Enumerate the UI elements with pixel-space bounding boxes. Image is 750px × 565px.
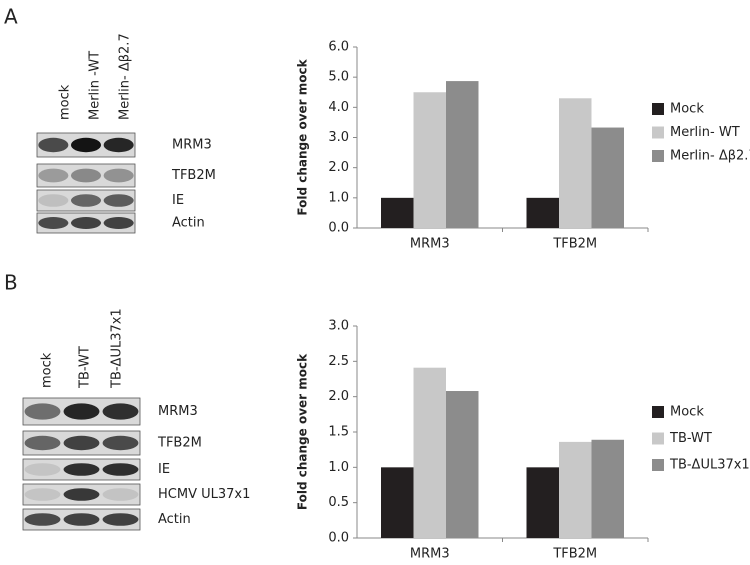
bar [381, 467, 414, 538]
blot-band [102, 463, 139, 476]
lane-label: mock [40, 352, 55, 388]
bar [591, 439, 624, 538]
row-label: Actin [172, 216, 205, 231]
blot-band [63, 463, 100, 476]
bar [413, 92, 446, 228]
y-tick-label: 4.0 [328, 100, 349, 115]
lane-label: Merlin -WT [88, 51, 103, 120]
y-tick-label: 1.0 [328, 460, 349, 475]
y-axis-label: Fold change over mock [296, 58, 310, 215]
blot-band [103, 168, 134, 183]
bar [526, 467, 559, 538]
y-tick-label: 3.0 [328, 130, 349, 145]
y-tick-label: 5.0 [328, 70, 349, 85]
row-label: MRM3 [158, 404, 198, 419]
blot-band [24, 403, 61, 420]
y-tick-label: 2.0 [328, 389, 349, 404]
blot-band [102, 513, 139, 526]
blot-band [70, 137, 102, 153]
blot-band [24, 435, 61, 451]
legend-label: Merlin- WT [670, 125, 740, 140]
legend-swatch [652, 406, 664, 418]
bar [381, 197, 414, 228]
legend-swatch [652, 432, 664, 445]
legend-label: Mock [670, 405, 704, 420]
row-label: TFB2M [171, 168, 216, 183]
legend-swatch [652, 103, 664, 115]
bar [526, 197, 559, 228]
y-tick-label: 2.0 [328, 160, 349, 175]
blot-band [24, 488, 61, 501]
blot-band [38, 168, 69, 183]
y-tick-label: 0.0 [328, 531, 349, 546]
blot-band [24, 513, 61, 526]
y-axis-label: Fold change over mock [296, 353, 310, 510]
row-label: Actin [158, 512, 191, 527]
legend-swatch [652, 150, 664, 162]
x-tick-label: TFB2M [552, 237, 597, 252]
blot-band [102, 435, 139, 451]
blot-band [38, 194, 69, 207]
y-tick-label: 1.5 [328, 425, 349, 440]
legend-swatch [652, 126, 664, 139]
x-tick-label: TFB2M [552, 547, 597, 561]
y-tick-label: 6.0 [328, 40, 349, 55]
lane-label: TB-WT [78, 346, 93, 389]
row-label: MRM3 [172, 138, 212, 153]
x-tick-label: MRM3 [410, 547, 450, 561]
blot-band [63, 488, 100, 501]
blot-band [70, 194, 102, 207]
bar [559, 98, 592, 229]
blot-band [102, 403, 139, 420]
row-label: IE [172, 193, 184, 208]
legend-swatch [652, 459, 664, 471]
blot-band [103, 137, 134, 153]
blot-band [63, 435, 100, 451]
bar [446, 81, 479, 228]
blot-band [70, 168, 102, 183]
legend-label: TB-WT [669, 431, 712, 446]
blot-band [103, 194, 134, 207]
legend-label: TB-ΔUL37x1 [669, 458, 750, 473]
blot-band [63, 403, 100, 420]
y-tick-label: 3.0 [328, 319, 349, 334]
lane-label: TB-ΔUL37x1 [110, 308, 125, 389]
bar [559, 441, 592, 538]
panel-label: A [4, 5, 18, 29]
blot-band [103, 217, 134, 229]
row-label: TFB2M [157, 436, 202, 451]
y-tick-label: 0.0 [328, 221, 349, 236]
blot-band [38, 217, 69, 229]
blot-band [38, 137, 69, 153]
blot-band [70, 217, 102, 229]
blot-band [24, 463, 61, 476]
blot-band [63, 513, 100, 526]
panel-label: B [4, 271, 18, 295]
y-tick-label: 1.0 [328, 190, 349, 205]
blot-band [102, 488, 139, 501]
lane-label: mock [58, 84, 73, 120]
lane-label: Merlin- Δβ2.7 [118, 33, 133, 120]
legend-label: Merlin- Δβ2.7 [670, 149, 750, 164]
bar [591, 127, 624, 228]
y-tick-label: 2.5 [328, 354, 349, 369]
bar [446, 391, 479, 538]
y-tick-label: 0.5 [328, 495, 349, 510]
x-tick-label: MRM3 [410, 237, 450, 252]
row-label: IE [158, 462, 170, 477]
legend-label: Mock [670, 102, 704, 117]
bar [413, 367, 446, 538]
row-label: HCMV UL37x1 [158, 487, 250, 502]
